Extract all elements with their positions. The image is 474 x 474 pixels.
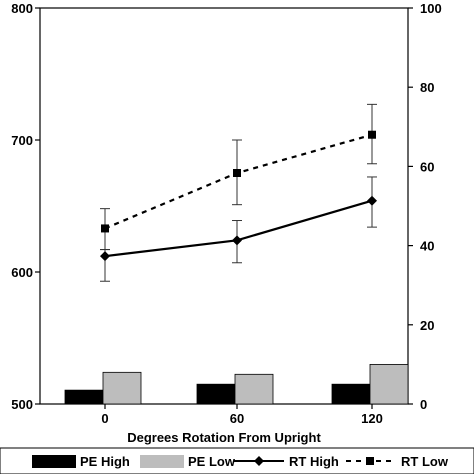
- right-axis-tick-label: 60: [420, 159, 434, 174]
- marker-rt-high: [100, 251, 110, 262]
- marker-rt-low: [368, 130, 376, 139]
- legend-marker-rt-low: [366, 457, 374, 465]
- right-axis-tick-label: 40: [420, 239, 434, 254]
- bar-pe-low: [369, 363, 409, 405]
- marker-rt-high: [232, 235, 242, 246]
- bar-pe-high: [331, 383, 371, 405]
- legend-label-pe-low: PE Low: [188, 454, 236, 469]
- axes-layer: 500 600 700 800 0 20 40 60 80 100 0 60 120: [11, 1, 441, 426]
- bar-pe-low: [102, 371, 142, 405]
- left-axis-tick-label: 700: [11, 133, 33, 148]
- legend: PE High PE Low RT High RT Low: [0, 447, 474, 474]
- error-bars-layer: [100, 103, 377, 282]
- right-axis-tick-label: 100: [420, 1, 442, 16]
- legend-marker-rt-high: [254, 456, 264, 466]
- marker-rt-low: [233, 169, 241, 177]
- line-rt-low: [104, 133, 373, 230]
- right-axis-tick-label: 20: [420, 318, 434, 333]
- legend-label-pe-high: PE High: [80, 454, 130, 469]
- bar-pe-low: [234, 373, 274, 405]
- left-axis-tick-label: 800: [11, 1, 33, 16]
- legend-swatch-pe-high: [32, 455, 76, 468]
- left-axis-tick-label: 500: [11, 397, 33, 412]
- legend-label-rt-low: RT Low: [401, 454, 449, 469]
- line-rt-high: [104, 199, 373, 258]
- x-axis-tick-label: 0: [101, 411, 108, 426]
- lines-layer: [100, 130, 377, 262]
- marker-rt-low: [101, 224, 109, 233]
- x-axis-tick-label: 120: [361, 411, 383, 426]
- x-axis-label: Degrees Rotation From Upright: [127, 430, 321, 445]
- x-axis-tick-label: 60: [230, 411, 244, 426]
- bar-pe-high: [64, 389, 104, 405]
- bar-pe-high: [196, 383, 236, 405]
- legend-swatch-pe-low: [140, 455, 184, 468]
- bars-layer: [64, 363, 409, 405]
- left-axis-tick-label: 600: [11, 265, 33, 280]
- marker-rt-high: [367, 195, 377, 206]
- right-axis-tick-label: 0: [420, 397, 427, 412]
- legend-label-rt-high: RT High: [289, 454, 339, 469]
- right-axis-tick-label: 80: [420, 80, 434, 95]
